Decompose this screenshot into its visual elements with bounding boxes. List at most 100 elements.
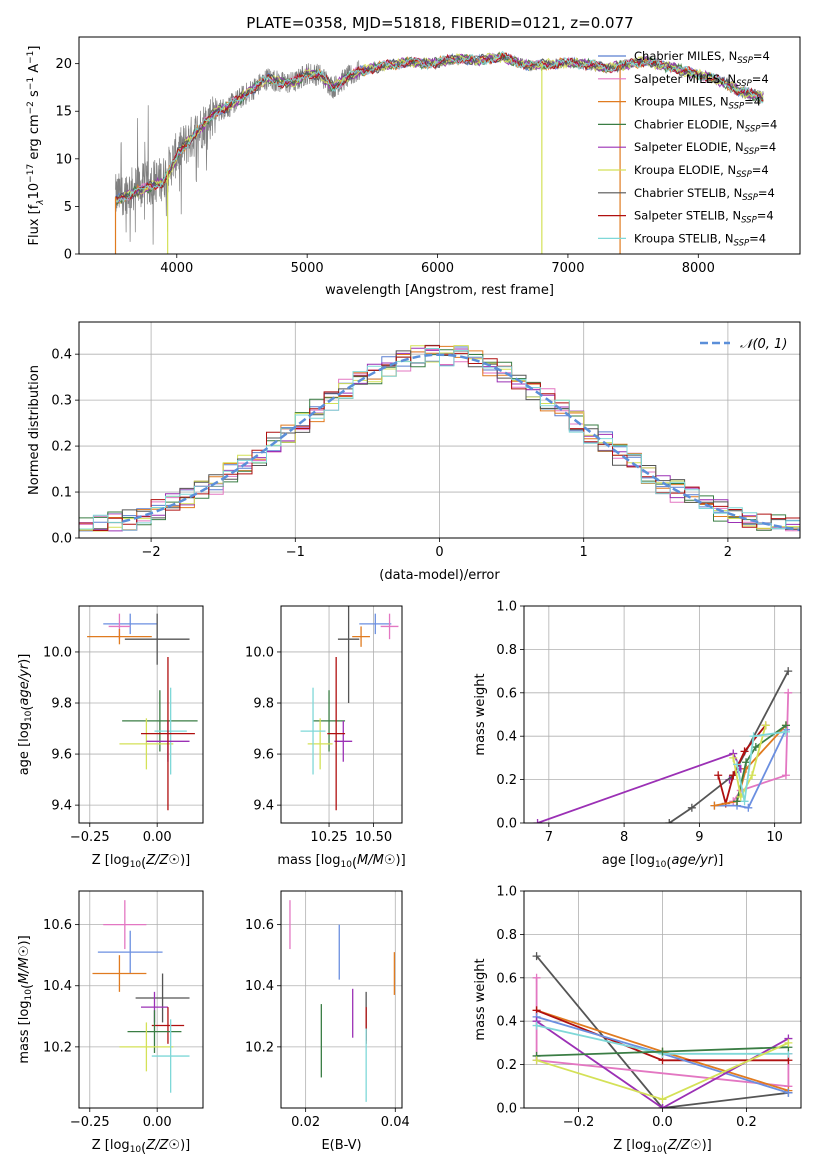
y-tick-label: 10.4 [245, 979, 274, 994]
y-tick-label: 0.4 [496, 730, 517, 745]
label-part: 10 [655, 860, 667, 870]
y-tick-label: 0.2 [51, 440, 72, 455]
spectrum-series [114, 50, 764, 254]
legend-suffix: =4 [749, 231, 766, 245]
frame-mass_vs_Z: −0.25 0.00 10.2 10.4 10.6 [43, 890, 204, 1130]
legend-sub: SSP [741, 216, 757, 226]
frame-spectrum: 4000 5000 6000 7000 8000 0 5 10 15 20 [55, 36, 801, 276]
y-tick-label: 0.0 [496, 817, 517, 832]
legend-label: Chabrier STELIB, N [634, 186, 742, 200]
residuals-ylabel: Normed distribution [27, 365, 42, 495]
y-tick-label: 9.6 [253, 748, 274, 763]
y-tick-label: 10 [55, 152, 72, 167]
label-part: Z/Z☉ [667, 1138, 702, 1153]
x-tick-label: −2 [142, 545, 161, 560]
legend-entry: Salpeter ELODIE, NSSP=4 [634, 140, 776, 157]
x-tick-label: 0.0 [652, 1115, 673, 1130]
y-tick-label: 0.0 [496, 1102, 517, 1117]
x-tick-label: 10 [766, 830, 783, 845]
label-part: ( [20, 984, 35, 989]
weight-marker [658, 1095, 667, 1104]
x-tick-label: 0.00 [143, 830, 172, 845]
x-tick-label: 7000 [551, 261, 584, 276]
weight-marker [658, 1104, 667, 1108]
label-part: −1 [26, 77, 36, 90]
y-tick-label: 9.6 [51, 748, 72, 763]
legend-entry: Salpeter STELIB, NSSP=4 [634, 209, 774, 226]
y-tick-label: 15 [55, 105, 72, 120]
legend-sub: SSP [734, 238, 750, 248]
age-vs-Z-ylabel: age [log10(age/yr)] [17, 654, 35, 776]
weight-marker [710, 801, 719, 810]
weight-marker [729, 753, 738, 762]
legend-suffix: =4 [752, 72, 769, 86]
gaussian-legend-label: 𝒩(0, 1) [740, 337, 787, 352]
weight-marker [658, 1047, 667, 1056]
weight-marker [751, 743, 760, 752]
weight-marker [733, 760, 742, 769]
y-tick-label: 1.0 [496, 885, 517, 900]
x-tick-label: −0.25 [70, 1115, 110, 1130]
label-part: M/M☉ [17, 945, 32, 983]
label-part: )] [180, 1138, 190, 1153]
weight-marker [781, 727, 790, 736]
x-tick-label: 6000 [421, 261, 454, 276]
label-part: Z/Z☉ [145, 853, 180, 868]
x-tick-label: 0.02 [291, 1115, 320, 1130]
weight-marker [532, 952, 541, 961]
y-tick-label: 0.8 [496, 928, 517, 943]
frame-age_vs_mass: 10.25 10.50 9.4 9.6 9.8 10.0 [245, 605, 403, 845]
mass-vs-ebv-xlabel: E(B-V) [321, 1138, 361, 1153]
x-tick-label: 9 [695, 830, 703, 845]
frame-weight_vs_Z: −0.2 0.0 0.2 0.0 0.2 0.4 0.6 0.8 1.0 [496, 885, 802, 1130]
legend-sub: SSP [744, 147, 760, 157]
weight-marker [740, 747, 749, 756]
plot-frame [78, 36, 801, 255]
y-tick-label: 5 [64, 200, 72, 215]
label-part: −2 [26, 101, 36, 114]
legend-sub: SSP [745, 124, 761, 134]
weight-line [537, 752, 742, 823]
axes-weight_vs_Z [524, 890, 801, 1109]
label-part: )] [180, 853, 190, 868]
y-tick-label: 0.6 [496, 686, 517, 701]
label-part: Z [log [613, 1138, 651, 1153]
spectrum-xlabel: wavelength [Angstrom, rest frame] [325, 283, 554, 298]
legend-entry: Salpeter MILES, NSSP=4 [634, 72, 769, 89]
y-tick-label: 0.1 [51, 486, 72, 501]
legend-entry: Kroupa ELODIE, NSSP=4 [634, 163, 769, 180]
label-part: age [log [17, 722, 32, 775]
weight_vs_Z-ylabel: mass weight [473, 958, 488, 1040]
weight-marker [784, 688, 793, 697]
weight-line [668, 670, 789, 823]
x-tick-label: −0.25 [70, 830, 110, 845]
weight-vs-age-xlabel: age [log10(age/yr)] [602, 853, 724, 871]
y-tick-label: 10.6 [43, 918, 72, 933]
y-tick-label: 20 [55, 57, 72, 72]
legend-suffix: =4 [757, 209, 774, 223]
weight-marker [784, 1088, 793, 1097]
y-tick-label: 0.0 [51, 532, 72, 547]
weight-marker [784, 1038, 793, 1047]
legend-entry: Kroupa MILES, NSSP=4 [634, 95, 761, 112]
x-tick-label: 0.04 [381, 1115, 410, 1130]
weight-line [732, 692, 790, 802]
label-part: age/yr [17, 662, 32, 705]
legend-label: Kroupa ELODIE, N [634, 163, 736, 177]
legend-sub: SSP [729, 102, 745, 112]
label-part: erg cm [27, 114, 42, 163]
plot-frame [280, 890, 403, 1109]
label-part: −17 [26, 164, 36, 183]
x-tick-label: −0.2 [563, 1115, 595, 1130]
label-part: Flux [f [27, 204, 42, 245]
label-part: 10 [24, 989, 34, 1001]
age_vs_Z-points [87, 613, 198, 811]
label-part: ] [27, 46, 42, 51]
y-tick-label: 0.4 [496, 1015, 517, 1030]
y-tick-label: 10.2 [245, 1040, 274, 1055]
frame-mass_vs_ebv: 0.02 0.04 10.2 10.4 10.6 [245, 890, 410, 1130]
legend-label: Chabrier ELODIE, N [634, 117, 745, 131]
label-part: )] [17, 654, 32, 664]
